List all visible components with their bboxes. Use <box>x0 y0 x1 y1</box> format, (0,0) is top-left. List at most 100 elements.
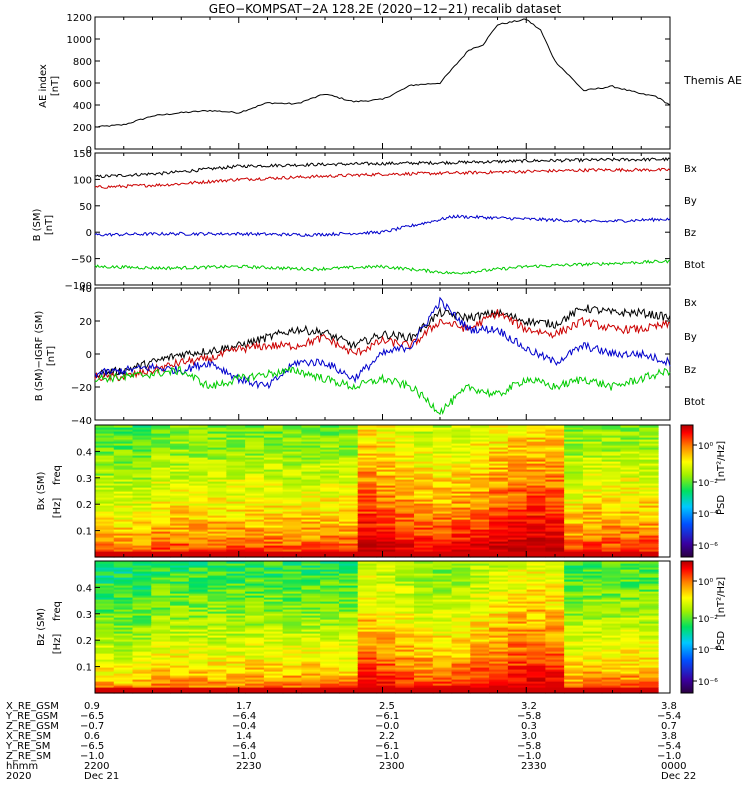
spectrogram-cell <box>282 581 303 584</box>
spectrogram-cell <box>564 617 584 620</box>
spectrogram-cell <box>507 669 528 672</box>
spectrogram-cell <box>263 589 284 592</box>
spectrogram-cell <box>470 541 490 544</box>
spectrogram-cell <box>639 575 659 578</box>
spectrogram-cell <box>95 555 115 558</box>
spectrogram-cell <box>338 519 359 522</box>
spectrogram-cell <box>526 603 546 606</box>
spectrogram-cell <box>207 643 227 646</box>
spectrogram-cell <box>132 439 152 442</box>
spectrogram-cell <box>188 613 209 616</box>
spectrogram-cell <box>263 447 284 450</box>
spectrogram-cell <box>207 477 227 480</box>
spectrogram-cell <box>113 675 134 678</box>
spectrogram-cell <box>263 625 284 628</box>
spectrogram-cell <box>357 673 378 676</box>
spectrogram-cell <box>601 445 622 448</box>
spectrogram-cell <box>357 551 378 554</box>
spectrogram-cell <box>639 467 659 470</box>
spectrogram-cell <box>507 519 528 522</box>
spectrogram-cell <box>226 545 246 548</box>
spectrogram-cell <box>188 529 209 532</box>
spectrogram-cell <box>207 599 227 602</box>
spectrogram-cell <box>245 691 265 694</box>
spectrogram-cell <box>357 473 378 476</box>
spectrogram-cell <box>357 593 378 596</box>
spectrogram-cell <box>151 591 171 594</box>
spectrogram-cell <box>151 439 171 442</box>
spectrogram-cell <box>526 681 546 684</box>
spectrogram-cell <box>357 475 378 478</box>
spectrogram-cell <box>489 669 509 672</box>
spectrogram-cell <box>414 441 434 444</box>
spectrogram-cell <box>170 507 190 510</box>
spectrogram-cell <box>526 663 546 666</box>
spectrogram-cell <box>639 565 659 568</box>
spectrogram-cell <box>301 617 321 620</box>
spec2-ylabel: Bz (SM) <box>36 608 47 646</box>
spectrogram-cell <box>170 567 190 570</box>
spectrogram-cell <box>601 681 622 684</box>
spectrogram-cell <box>395 473 415 476</box>
spectrogram-cell <box>451 659 471 662</box>
spectrogram-cell <box>451 499 471 502</box>
spectrogram-cell <box>395 467 415 470</box>
spectrogram-cell <box>451 667 471 670</box>
spectrogram-cell <box>601 513 622 516</box>
spectrogram-cell <box>432 649 453 652</box>
spectrogram-cell <box>395 509 415 512</box>
spectrogram-cell <box>432 565 453 568</box>
spectrogram-cell <box>451 615 471 618</box>
spectrogram-cell <box>639 517 659 520</box>
spectrogram-cell <box>170 615 190 618</box>
spectrogram-cell <box>470 477 490 480</box>
spectrogram-cell <box>414 631 434 634</box>
ae-ylabel: AE index <box>38 64 49 108</box>
spectrogram-cell <box>582 625 603 628</box>
spectrogram-cell <box>451 459 471 462</box>
spectrogram-cell <box>620 475 640 478</box>
spectrogram-cell <box>338 627 359 630</box>
spectrogram-cell <box>545 683 565 686</box>
spectrogram-cell <box>432 561 453 564</box>
spectrogram-cell <box>507 663 528 666</box>
spectrogram-cell <box>188 445 209 448</box>
spectrogram-cell <box>470 631 490 634</box>
spectrogram-cell <box>582 439 603 442</box>
spectrogram-cell <box>470 471 490 474</box>
spectrogram-cell <box>414 477 434 480</box>
spectrogram-cell <box>489 539 509 542</box>
footer-cell: −6.5 <box>80 741 104 752</box>
spectrogram-cell <box>357 531 378 534</box>
spectrogram-cell <box>263 513 284 516</box>
spectrogram-cell <box>282 615 303 618</box>
spectrogram-cell <box>245 685 265 688</box>
spectrogram-cell <box>226 659 246 662</box>
spectrogram-cell <box>188 587 209 590</box>
spectrogram-cell <box>245 653 265 656</box>
spectrogram-cell <box>564 681 584 684</box>
spectrogram-cell <box>357 613 378 616</box>
spectrogram-cell <box>170 533 190 536</box>
spectrogram-cell <box>526 467 546 470</box>
spectrogram-cell <box>451 637 471 640</box>
spectrogram-cell <box>376 439 396 442</box>
spectrogram-cell <box>376 587 396 590</box>
spectrogram-cell <box>263 485 284 488</box>
spectrogram-cell <box>320 427 340 430</box>
spectrogram-cell <box>95 605 115 608</box>
spectrogram-cell <box>188 567 209 570</box>
spectrogram-cell <box>113 537 134 540</box>
spectrogram-cell <box>601 533 622 536</box>
spectrogram-cell <box>226 501 246 504</box>
spectrogram-cell <box>282 475 303 478</box>
spectrogram-cell <box>432 499 453 502</box>
spectrogram-cell <box>113 571 134 574</box>
spectrogram-cell <box>226 453 246 456</box>
spectrogram-cell <box>170 551 190 554</box>
spectrogram-cell <box>639 685 659 688</box>
spectrogram-cell <box>395 465 415 468</box>
spectrogram-cell <box>113 433 134 436</box>
spectrogram-cell <box>526 451 546 454</box>
spectrogram-cell <box>507 521 528 524</box>
